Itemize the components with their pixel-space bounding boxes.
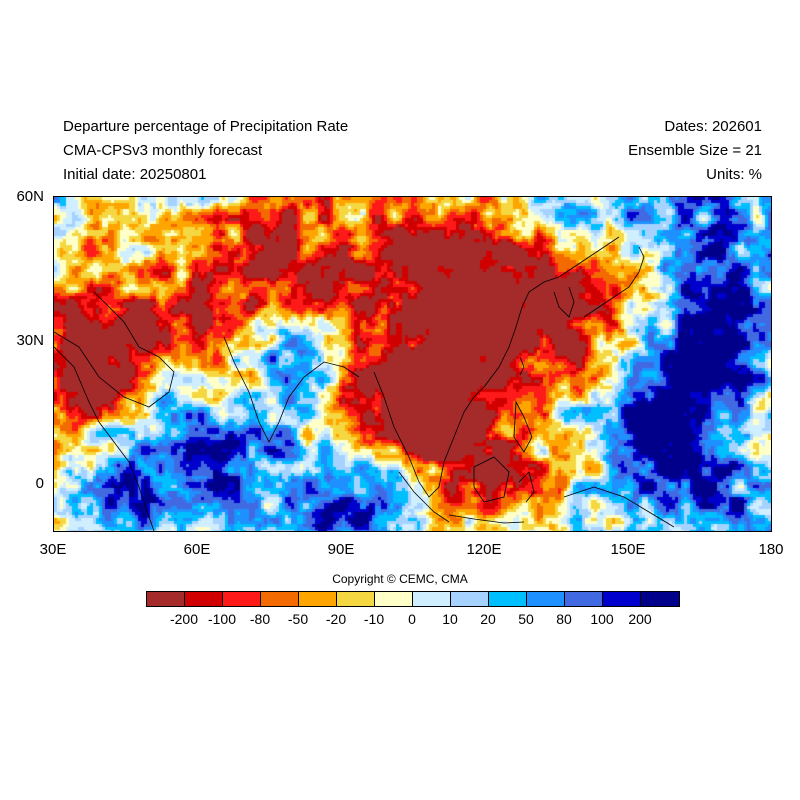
- colorbar-swatch-5: [337, 592, 375, 606]
- colorbar-swatch-0: [147, 592, 185, 606]
- anomaly-field: [54, 197, 771, 531]
- colorbar-swatch-2: [223, 592, 261, 606]
- ensemble-size: Ensemble Size = 21: [628, 142, 762, 159]
- lat-label-0: 0: [35, 475, 44, 492]
- coastline-new-guinea: [563, 486, 675, 528]
- colorbar-label: 10: [442, 611, 458, 627]
- colorbar-swatch-12: [603, 592, 641, 606]
- coastline-china: [483, 236, 620, 388]
- lon-label-120e: 120E: [466, 541, 502, 558]
- colorbar-label: 100: [590, 611, 614, 627]
- colorbar-label: 200: [628, 611, 652, 627]
- lon-label-180: 180: [758, 541, 784, 558]
- coastline-arabia: [54, 291, 175, 408]
- colorbar-swatch-4: [299, 592, 337, 606]
- model-name: CMA-CPSv3 monthly forecast: [63, 142, 263, 159]
- coastline-java: [448, 514, 525, 524]
- coastline-borneo: [473, 456, 510, 503]
- lat-label-60n: 60N: [16, 188, 44, 205]
- lat-label-30n: 30N: [16, 332, 44, 349]
- coastline-india: [223, 336, 360, 443]
- coastline-japan: [583, 246, 645, 318]
- colorbar-label: 50: [518, 611, 534, 627]
- forecast-dates: Dates: 202601: [664, 118, 762, 135]
- initial-date: Initial date: 20250801: [63, 166, 207, 183]
- colorbar-swatch-6: [375, 592, 413, 606]
- colorbar-swatch-11: [565, 592, 603, 606]
- coastline-korea: [553, 286, 575, 318]
- coastline-indochina: [373, 371, 485, 498]
- coastline-taiwan: [519, 356, 525, 376]
- colorbar-label: -10: [363, 611, 385, 627]
- coastline-sulawesi: [518, 471, 535, 503]
- coastline-africa-east: [54, 346, 155, 531]
- coastline-philippines: [513, 400, 533, 453]
- colorbar-swatch-10: [527, 592, 565, 606]
- lon-label-30e: 30E: [39, 541, 67, 558]
- colorbar-swatch-9: [489, 592, 527, 606]
- colorbar-label: -50: [287, 611, 309, 627]
- coastline-sumatra: [398, 471, 450, 523]
- colorbar-label: -20: [325, 611, 347, 627]
- colorbar-label: -100: [207, 611, 237, 627]
- precipitation-anomaly-map: [53, 196, 772, 532]
- colorbar-swatch-1: [185, 592, 223, 606]
- colorbar-label: -80: [249, 611, 271, 627]
- colorbar-swatch-13: [641, 592, 679, 606]
- colorbar: [146, 591, 680, 607]
- copyright-notice: Copyright © CEMC, CMA: [332, 572, 468, 586]
- lon-label-90e: 90E: [327, 541, 355, 558]
- colorbar-swatch-8: [451, 592, 489, 606]
- colorbar-swatch-3: [261, 592, 299, 606]
- coastlines: [54, 236, 675, 531]
- colorbar-label: 80: [556, 611, 572, 627]
- lon-label-60e: 60E: [183, 541, 211, 558]
- colorbar-label: -200: [169, 611, 199, 627]
- units-label: Units: %: [706, 166, 762, 183]
- map-title: Departure percentage of Precipitation Ra…: [63, 118, 349, 135]
- colorbar-swatch-7: [413, 592, 451, 606]
- colorbar-label: 0: [408, 611, 416, 627]
- colorbar-label: 20: [480, 611, 496, 627]
- lon-label-150e: 150E: [610, 541, 646, 558]
